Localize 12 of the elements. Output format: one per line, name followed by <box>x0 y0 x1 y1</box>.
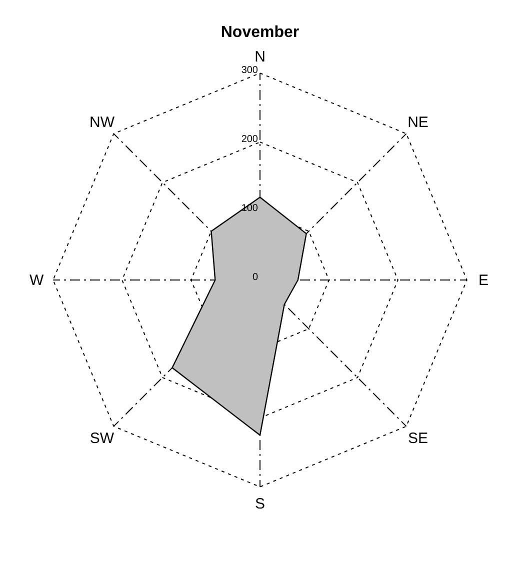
spoke-label: E <box>478 272 488 289</box>
spoke-label: S <box>254 495 266 512</box>
y-tick-label: 200 <box>241 134 258 146</box>
spoke-label: NW <box>90 114 116 131</box>
spoke-label: NE <box>408 114 428 131</box>
y-tick-label: 300 <box>241 65 258 76</box>
spoke-label: N <box>254 48 266 66</box>
chart-title: November <box>220 24 300 41</box>
spoke-label: SW <box>90 430 115 447</box>
spoke-label: SE <box>408 430 428 447</box>
y-tick-label: 0 <box>252 272 258 283</box>
spoke-label: W <box>29 272 44 289</box>
